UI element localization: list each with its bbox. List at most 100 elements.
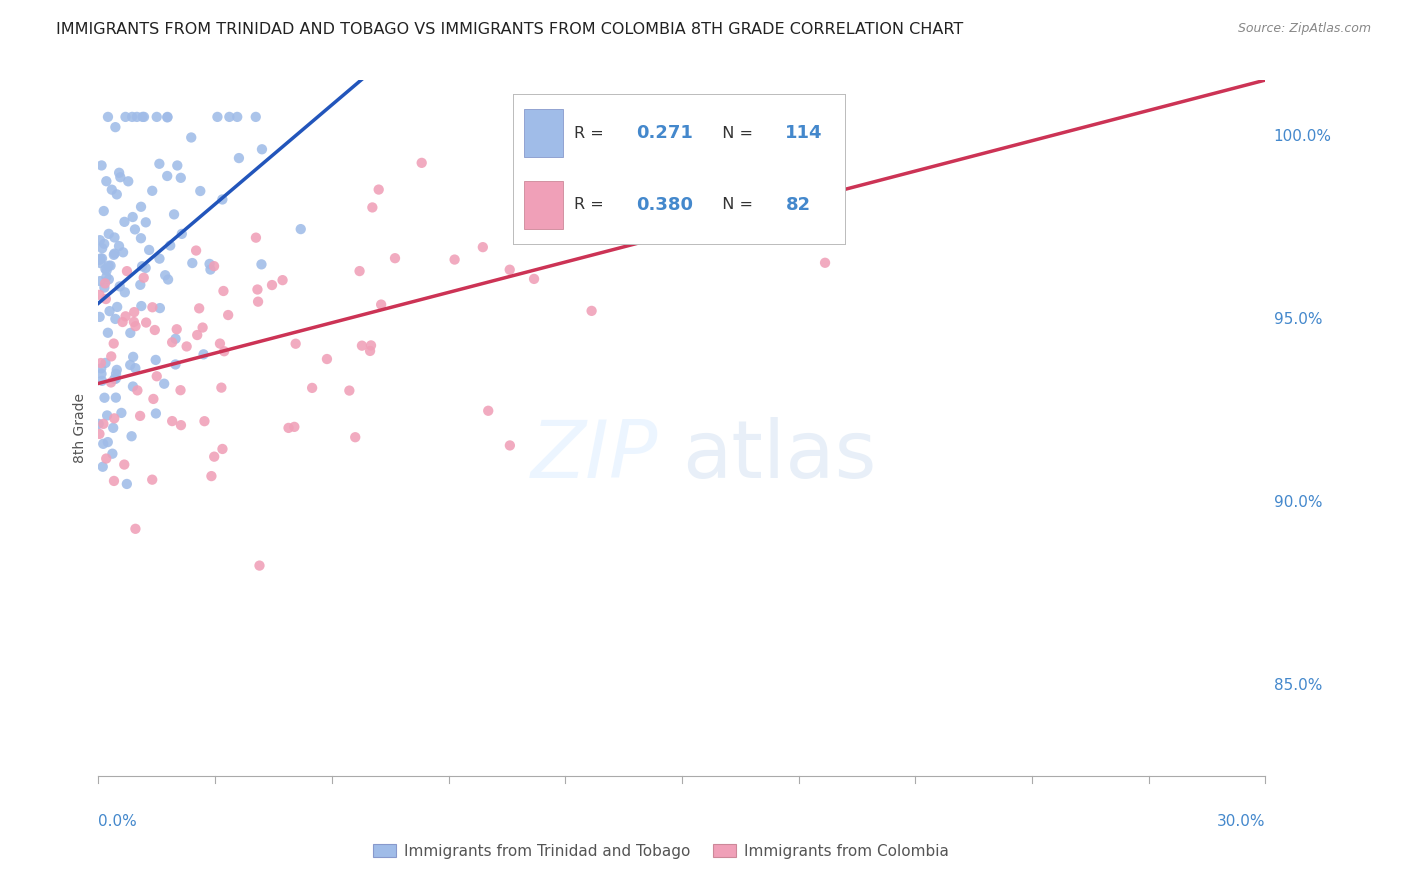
Point: [122, 315, 145, 329]
Text: 30.0%: 30.0%: [1218, 814, 1265, 830]
Point: [114, 215, 136, 229]
Point: [153, 376, 176, 391]
Point: [96, 269, 118, 284]
Point: [284, 336, 307, 351]
Point: [97, 435, 120, 450]
Point: [277, 421, 299, 435]
Point: [124, 361, 146, 376]
Point: [671, 123, 693, 137]
Point: [91, 252, 114, 266]
Point: [163, 207, 186, 221]
Point: [122, 305, 145, 319]
Point: [156, 111, 179, 125]
Point: [129, 409, 152, 423]
Point: [103, 336, 125, 351]
Point: [94, 277, 117, 291]
Point: [93, 391, 115, 405]
Point: [93, 236, 115, 251]
Point: [89, 426, 111, 441]
Point: [499, 438, 522, 452]
Point: [103, 230, 125, 244]
Point: [814, 256, 837, 270]
Point: [132, 110, 155, 124]
Point: [104, 120, 127, 135]
Point: [200, 469, 222, 483]
Point: [110, 170, 132, 185]
Point: [91, 437, 114, 451]
Point: [624, 110, 647, 124]
Point: [202, 450, 225, 464]
Point: [361, 201, 384, 215]
Point: [89, 274, 111, 288]
Point: [122, 379, 145, 393]
Point: [141, 473, 163, 487]
Point: [193, 347, 215, 361]
Point: [159, 238, 181, 252]
Point: [170, 170, 193, 185]
Point: [131, 299, 153, 313]
Point: [157, 272, 180, 286]
Point: [188, 184, 211, 198]
Point: [132, 270, 155, 285]
Point: [125, 110, 148, 124]
Point: [166, 159, 188, 173]
Point: [245, 230, 267, 244]
Point: [89, 252, 111, 267]
Point: [117, 174, 139, 188]
Point: [149, 301, 172, 315]
Point: [250, 257, 273, 271]
Text: IMMIGRANTS FROM TRINIDAD AND TOBAGO VS IMMIGRANTS FROM COLOMBIA 8TH GRADE CORREL: IMMIGRANTS FROM TRINIDAD AND TOBAGO VS I…: [56, 22, 963, 37]
Point: [208, 336, 231, 351]
Point: [523, 272, 546, 286]
Point: [337, 384, 360, 398]
Point: [91, 374, 114, 388]
Text: 0.0%: 0.0%: [98, 814, 138, 830]
Point: [165, 358, 187, 372]
Point: [96, 409, 118, 423]
Point: [367, 183, 389, 197]
Point: [120, 358, 142, 372]
Point: [91, 459, 114, 474]
Point: [90, 367, 112, 381]
Point: [499, 262, 522, 277]
Point: [212, 344, 235, 359]
Point: [90, 256, 112, 270]
Text: ZIP: ZIP: [531, 417, 658, 495]
Point: [104, 312, 127, 326]
Point: [94, 262, 117, 277]
Point: [180, 130, 202, 145]
Point: [165, 332, 187, 346]
Point: [359, 343, 381, 358]
Point: [90, 361, 112, 376]
Point: [211, 193, 233, 207]
Point: [105, 300, 128, 314]
Point: [135, 260, 157, 275]
Point: [108, 166, 131, 180]
Point: [477, 404, 499, 418]
Point: [104, 372, 127, 386]
Point: [170, 418, 193, 433]
Point: [142, 392, 165, 406]
Point: [138, 243, 160, 257]
Point: [360, 338, 382, 352]
Point: [184, 244, 207, 258]
Point: [131, 110, 153, 124]
Point: [156, 169, 179, 183]
Point: [250, 142, 273, 156]
Point: [100, 259, 122, 273]
Point: [101, 183, 124, 197]
Point: [212, 284, 235, 298]
Point: [247, 294, 270, 309]
Point: [135, 316, 157, 330]
Point: [471, 240, 494, 254]
Point: [283, 420, 305, 434]
Point: [103, 474, 125, 488]
Point: [100, 350, 122, 364]
Point: [141, 184, 163, 198]
Point: [170, 227, 193, 241]
Point: [121, 210, 143, 224]
Point: [349, 264, 371, 278]
Point: [115, 477, 138, 491]
Point: [103, 246, 125, 260]
Point: [103, 421, 125, 435]
